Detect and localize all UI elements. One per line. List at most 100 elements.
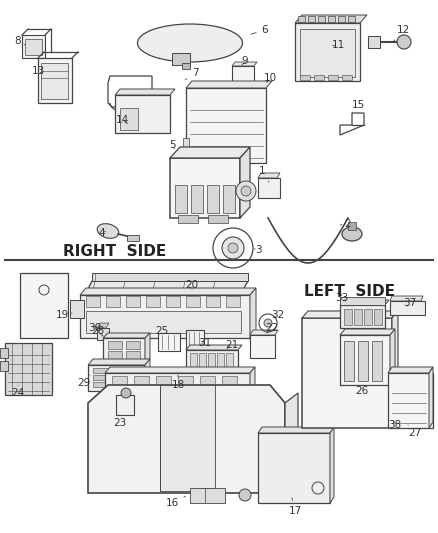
Bar xyxy=(178,376,193,400)
Text: 15: 15 xyxy=(351,100,364,113)
Text: 11: 11 xyxy=(332,40,345,50)
Polygon shape xyxy=(186,81,272,88)
Polygon shape xyxy=(115,89,175,95)
Bar xyxy=(126,296,140,307)
Polygon shape xyxy=(340,335,390,385)
Bar xyxy=(97,328,109,340)
Text: 30: 30 xyxy=(88,323,102,333)
Bar xyxy=(116,395,134,415)
Bar xyxy=(191,185,203,213)
Bar xyxy=(108,341,122,349)
Circle shape xyxy=(241,186,251,196)
Bar xyxy=(172,53,190,65)
Circle shape xyxy=(121,388,131,398)
Bar xyxy=(318,16,325,22)
Text: 3: 3 xyxy=(254,245,261,255)
Text: 18: 18 xyxy=(171,375,185,390)
Text: 29: 29 xyxy=(78,375,91,388)
Bar xyxy=(160,385,215,491)
Bar xyxy=(190,488,225,503)
Polygon shape xyxy=(92,273,248,281)
Circle shape xyxy=(239,489,251,501)
Bar xyxy=(0,348,8,358)
Bar xyxy=(217,353,224,375)
Circle shape xyxy=(222,237,244,259)
Polygon shape xyxy=(158,333,180,351)
Text: 28: 28 xyxy=(92,326,105,336)
Text: 7: 7 xyxy=(185,68,198,80)
Polygon shape xyxy=(105,367,255,373)
Polygon shape xyxy=(295,15,367,23)
Bar xyxy=(344,341,354,381)
Text: 6: 6 xyxy=(251,25,268,35)
Bar xyxy=(374,309,382,325)
Text: 17: 17 xyxy=(288,498,302,516)
Bar xyxy=(300,29,355,77)
Polygon shape xyxy=(250,335,275,358)
Polygon shape xyxy=(88,365,145,391)
Polygon shape xyxy=(258,173,280,178)
Bar xyxy=(390,301,425,315)
Ellipse shape xyxy=(138,24,243,62)
Text: 1: 1 xyxy=(259,166,269,182)
Bar xyxy=(368,36,380,48)
Polygon shape xyxy=(392,311,398,428)
Bar xyxy=(115,382,131,387)
Polygon shape xyxy=(103,333,150,338)
Polygon shape xyxy=(340,300,389,305)
Polygon shape xyxy=(80,295,250,338)
Ellipse shape xyxy=(97,224,119,238)
Bar xyxy=(183,138,189,148)
Bar xyxy=(25,39,42,55)
Polygon shape xyxy=(302,311,398,318)
Bar xyxy=(120,108,138,130)
Polygon shape xyxy=(5,343,52,395)
Polygon shape xyxy=(390,296,423,301)
Polygon shape xyxy=(258,433,330,503)
Polygon shape xyxy=(429,367,433,428)
Text: 31: 31 xyxy=(198,338,212,348)
Text: 27: 27 xyxy=(408,425,422,438)
Bar xyxy=(328,16,335,22)
Bar xyxy=(298,16,305,22)
Text: 10: 10 xyxy=(263,73,276,83)
Bar xyxy=(328,75,338,80)
Bar xyxy=(175,185,187,213)
Text: 5: 5 xyxy=(169,140,175,150)
Bar xyxy=(93,375,109,380)
Text: 9: 9 xyxy=(242,56,248,66)
Bar xyxy=(115,375,131,380)
Bar xyxy=(70,300,84,318)
Bar xyxy=(222,376,237,400)
Text: 26: 26 xyxy=(355,386,369,396)
Text: 8: 8 xyxy=(15,36,25,46)
Polygon shape xyxy=(145,359,150,391)
Bar xyxy=(364,309,372,325)
Bar xyxy=(115,95,170,133)
Polygon shape xyxy=(250,288,256,338)
Polygon shape xyxy=(103,338,145,363)
Bar xyxy=(41,63,68,99)
Polygon shape xyxy=(88,359,150,365)
Bar xyxy=(0,361,8,371)
Bar xyxy=(178,215,198,223)
Bar xyxy=(166,296,180,307)
Bar xyxy=(206,296,220,307)
Circle shape xyxy=(264,319,272,327)
Bar xyxy=(208,215,228,223)
Polygon shape xyxy=(250,367,255,403)
Bar xyxy=(112,376,127,400)
Bar xyxy=(127,235,139,241)
Bar xyxy=(207,185,219,213)
Bar xyxy=(372,341,382,381)
Bar xyxy=(86,296,100,307)
Polygon shape xyxy=(170,147,250,158)
Polygon shape xyxy=(340,329,395,335)
Bar xyxy=(126,341,140,349)
Bar xyxy=(86,311,241,333)
Polygon shape xyxy=(390,329,395,385)
Bar xyxy=(388,373,433,428)
Bar xyxy=(126,351,140,359)
Polygon shape xyxy=(186,350,238,378)
Polygon shape xyxy=(258,427,334,433)
